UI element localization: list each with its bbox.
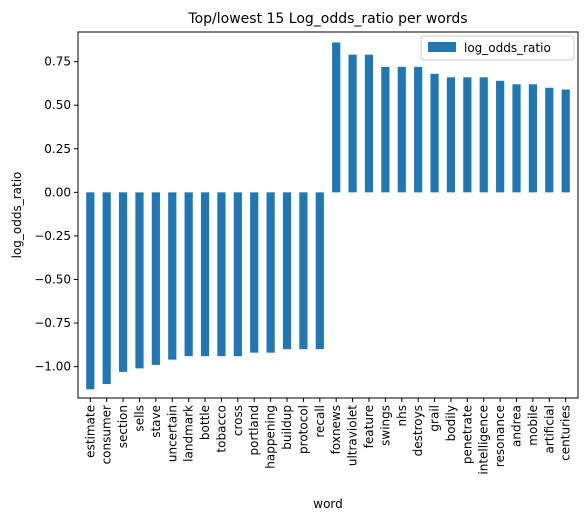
x-tick-label: consumer [100, 405, 114, 464]
x-tick-label: estimate [83, 405, 97, 458]
bar-bodily [446, 77, 456, 193]
bar-foxnews [332, 42, 341, 193]
x-tick-label: bodily [444, 405, 458, 441]
axes-frame [77, 31, 579, 399]
bar-recall [315, 192, 324, 350]
y-tick-label: −0.50 [34, 272, 71, 286]
bar-grail [430, 73, 439, 193]
bar-buildup [282, 192, 292, 350]
x-tick-label: landmark [182, 405, 196, 462]
x-tick-label: ultraviolet [346, 405, 360, 466]
bar-intelligence [479, 77, 488, 193]
y-tick-label: 0.00 [44, 185, 71, 199]
x-tick-label: tobacco [214, 405, 228, 453]
bar-estimate [86, 192, 95, 390]
x-tick-label: bottle [198, 405, 212, 440]
plot-area [86, 42, 570, 390]
bar-feature [364, 54, 374, 193]
x-tick-label: penetrate [460, 405, 474, 464]
legend-swatch [428, 42, 456, 52]
y-tick-label: 0.50 [44, 98, 71, 112]
bar-artificial [545, 87, 554, 193]
x-tick-label: artificial [542, 405, 556, 454]
legend-box [420, 35, 575, 61]
x-tick-label: recall [313, 405, 327, 438]
x-tick-label: swings [378, 405, 392, 446]
bar-portland [250, 192, 259, 353]
x-tick-label: buildup [280, 405, 294, 450]
bar-destroys [414, 66, 423, 193]
x-tick-label: feature [362, 405, 376, 448]
bar-cross [233, 192, 242, 357]
x-tick-label: centuries [559, 405, 573, 461]
bar-mobile [528, 84, 538, 193]
bar-resonance [496, 80, 505, 193]
x-tick-label: protocol [296, 405, 310, 454]
x-tick-label: foxnews [329, 405, 343, 454]
y-tick-label: −0.75 [34, 316, 71, 330]
y-axis: −1.00 −0.75 −0.50 −0.25 0.00 0.25 0.50 0.75 [34, 55, 78, 374]
y-tick-label: 0.25 [44, 142, 71, 156]
x-tick-label: uncertain [165, 405, 179, 462]
x-tick-label: nhs [395, 405, 409, 426]
bar-protocol [299, 192, 308, 350]
y-tick-label: −0.25 [34, 229, 71, 243]
x-tick-label: mobile [526, 405, 540, 446]
bar-consumer [102, 192, 111, 385]
bar-penetrate [463, 77, 472, 193]
x-tick-label: cross [231, 405, 245, 436]
y-tick-label: −1.00 [34, 360, 71, 374]
x-tick-label: grail [428, 405, 442, 432]
bar-andrea [512, 84, 521, 193]
x-tick-label: resonance [493, 405, 507, 467]
x-axis: estimate consumer section sells stave uncerta… [83, 398, 573, 475]
bar-happening [266, 192, 275, 353]
chart-title: Top/lowest 15 Log_odds_ratio per words [187, 11, 467, 27]
bar-section [118, 192, 128, 372]
bar-centuries [561, 89, 570, 193]
x-tick-label: stave [149, 405, 163, 438]
x-tick-label: destroys [411, 405, 425, 456]
legend: log_odds_ratio [420, 35, 575, 61]
bar-nhs [397, 66, 406, 193]
x-tick-label: happening [264, 405, 278, 469]
bar-sells [135, 192, 144, 369]
x-tick-label: intelligence [477, 405, 491, 475]
x-tick-label: section [116, 405, 130, 448]
bar-swings [381, 66, 390, 193]
bar-ultraviolet [348, 54, 357, 193]
y-axis-label: log_odds_ratio [10, 172, 24, 259]
bar-landmark [184, 192, 193, 357]
bar-stave [151, 192, 160, 365]
y-tick-label: 0.75 [44, 55, 71, 69]
bar-tobacco [217, 192, 226, 357]
bar-bottle [200, 192, 210, 357]
bar-uncertain [168, 192, 177, 360]
x-tick-label: portland [247, 405, 261, 456]
x-axis-label: word [313, 497, 343, 511]
x-tick-label: andrea [510, 405, 524, 447]
legend-label: log_odds_ratio [464, 41, 551, 55]
x-tick-label: sells [132, 405, 146, 432]
